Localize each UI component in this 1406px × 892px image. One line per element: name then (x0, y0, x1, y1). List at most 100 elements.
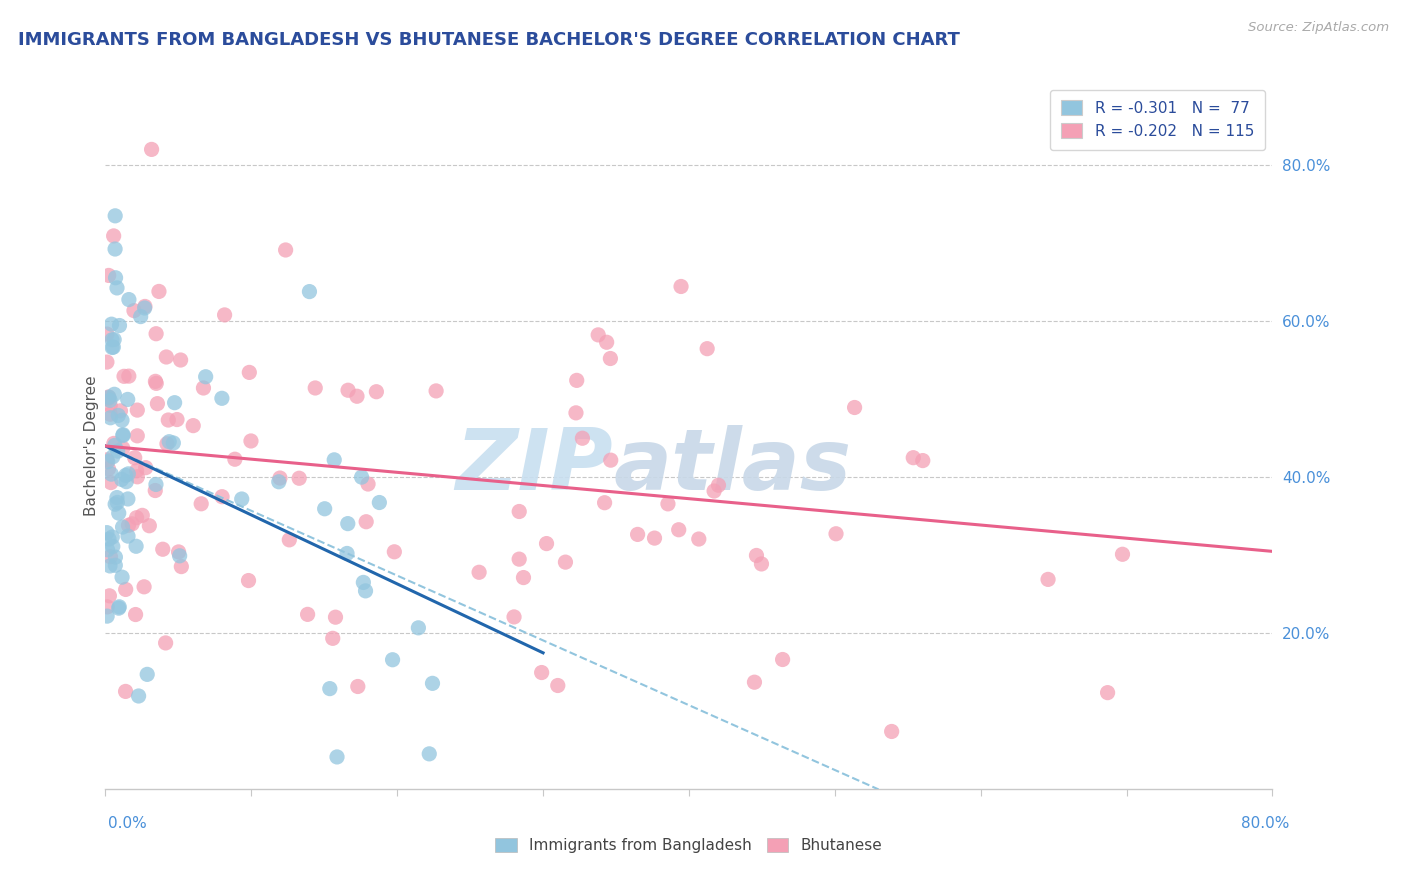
Point (112, 427, 135, 442)
Point (104, 209, 127, 223)
Point (381, 653, 404, 667)
Point (136, 667, 159, 681)
Point (117, 529, 139, 543)
Point (115, 475, 138, 489)
Text: Source: ZipAtlas.com: Source: ZipAtlas.com (1249, 21, 1389, 34)
Point (314, 501, 336, 516)
Point (586, 327, 609, 342)
Point (107, 444, 129, 458)
Point (366, 384, 388, 399)
Point (354, 515, 377, 529)
Point (304, 381, 326, 395)
Point (1097, 685, 1119, 699)
Point (354, 583, 377, 598)
Point (124, 607, 146, 622)
Point (103, 387, 125, 401)
Point (103, 436, 125, 450)
Point (103, 228, 125, 243)
Point (127, 403, 149, 417)
Point (104, 242, 127, 256)
Point (744, 675, 766, 690)
Text: IMMIGRANTS FROM BANGLADESH VS BHUTANESE BACHELOR'S DEGREE CORRELATION CHART: IMMIGRANTS FROM BANGLADESH VS BHUTANESE … (18, 31, 960, 49)
Point (772, 652, 794, 666)
Point (121, 516, 143, 531)
Point (129, 310, 152, 324)
Point (97, 390, 120, 404)
Point (911, 453, 934, 467)
Point (825, 526, 848, 541)
Point (214, 308, 236, 322)
Point (157, 413, 180, 427)
Point (111, 428, 134, 442)
Point (108, 318, 131, 333)
Text: atlas: atlas (613, 425, 851, 508)
Point (111, 472, 134, 486)
Point (146, 397, 169, 411)
Point (688, 532, 710, 546)
Point (238, 574, 260, 588)
Point (97, 392, 120, 406)
Point (745, 549, 768, 563)
Point (101, 530, 124, 544)
Point (97, 462, 120, 476)
Point (508, 552, 530, 566)
Point (644, 531, 666, 545)
Point (101, 341, 124, 355)
Point (1036, 573, 1059, 587)
Point (593, 496, 616, 510)
Point (503, 610, 526, 624)
Point (107, 409, 129, 423)
Point (143, 483, 166, 498)
Point (346, 680, 368, 694)
Point (114, 468, 136, 483)
Point (703, 483, 725, 498)
Point (138, 518, 160, 533)
Point (224, 452, 246, 467)
Point (319, 681, 342, 696)
Point (193, 381, 215, 395)
Point (98, 407, 121, 421)
Point (101, 450, 124, 464)
Point (163, 395, 186, 409)
Point (148, 285, 170, 299)
Point (98, 558, 121, 573)
Point (117, 518, 139, 533)
Point (104, 550, 127, 565)
Point (97, 390, 120, 404)
Point (668, 523, 690, 537)
Point (336, 516, 359, 531)
Point (468, 566, 491, 580)
Point (111, 413, 134, 427)
Point (107, 506, 129, 520)
Text: ZIP: ZIP (456, 425, 613, 508)
Point (408, 621, 430, 635)
Point (145, 376, 167, 391)
Point (669, 279, 692, 293)
Point (135, 460, 157, 475)
Point (96, 525, 118, 540)
Point (145, 375, 167, 389)
Point (98, 532, 121, 546)
Point (125, 510, 148, 524)
Text: 80.0%: 80.0% (1241, 816, 1289, 830)
Point (100, 549, 122, 564)
Point (547, 679, 569, 693)
Point (565, 373, 588, 387)
Legend: R = -0.301   N =  77, R = -0.202   N = 115: R = -0.301 N = 77, R = -0.202 N = 115 (1050, 89, 1265, 150)
Point (134, 301, 156, 315)
Point (278, 533, 301, 547)
Point (97, 542, 120, 557)
Point (111, 442, 134, 456)
Point (530, 665, 553, 680)
Point (96, 609, 118, 624)
Point (114, 582, 136, 597)
Point (96, 355, 118, 369)
Point (169, 353, 191, 368)
Point (554, 555, 576, 569)
Point (903, 450, 925, 465)
Point (595, 335, 617, 350)
Point (145, 326, 167, 341)
Point (336, 546, 359, 560)
Point (425, 384, 447, 398)
Point (125, 539, 148, 553)
